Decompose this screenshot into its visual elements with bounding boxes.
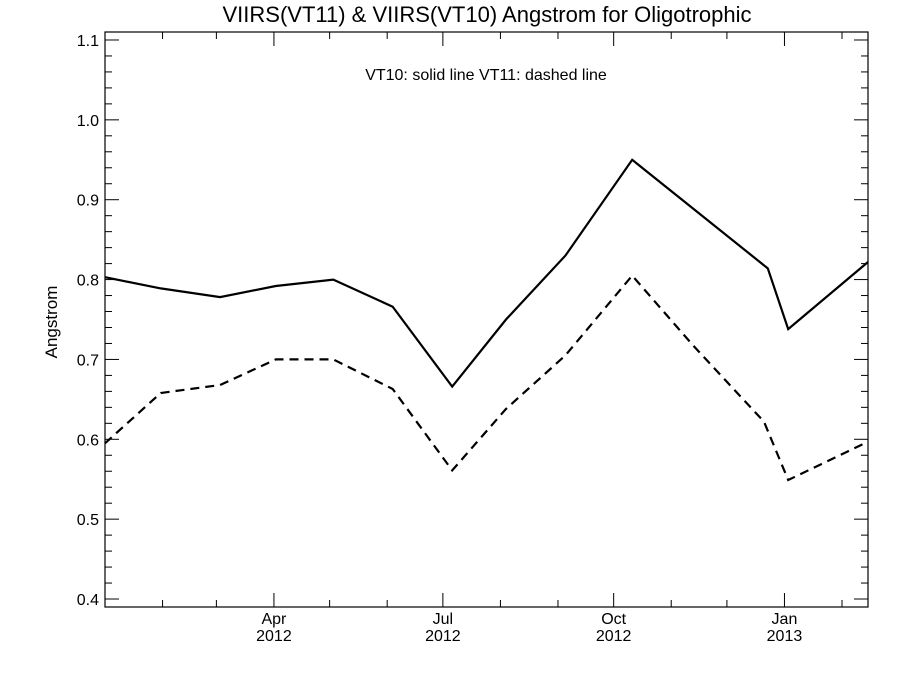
series-line-vt11: [104, 273, 869, 482]
y-tick-label: 0.7: [77, 352, 99, 369]
y-tick-label: 1.0: [77, 113, 99, 130]
y-tick-label: 0.4: [77, 592, 99, 609]
chart-title: VIIRS(VT11) & VIIRS(VT10) Angstrom for O…: [223, 2, 752, 27]
y-tick-label: 0.8: [77, 273, 99, 290]
x-tick-year-label: 2012: [256, 628, 292, 645]
series-layer: [104, 158, 869, 482]
x-tick-month-label: Jan: [772, 611, 798, 628]
y-tick-label: 0.9: [77, 193, 99, 210]
y-tick-label: 0.5: [77, 512, 99, 529]
x-tick-month-label: Oct: [601, 611, 626, 628]
y-axis: 0.4 0.5 0.6 0.7 0.8 0.9 1.0 1.1: [77, 33, 868, 609]
x-tick-month-label: Apr: [261, 611, 287, 628]
plot-frame: [104, 31, 869, 608]
y-axis-label: Angstrom: [42, 286, 61, 359]
x-tick-year-label: 2012: [425, 628, 461, 645]
x-tick-year-label: 2013: [767, 628, 803, 645]
x-tick-year-label: 2012: [596, 628, 632, 645]
y-tick-label: 0.6: [77, 432, 99, 449]
x-tick-month-label: Jul: [433, 611, 453, 628]
line-style-legend: VT10: solid line VT11: dashed line: [365, 67, 607, 84]
y-tick-label: 1.1: [77, 33, 99, 50]
series-line-vt10: [104, 158, 869, 389]
